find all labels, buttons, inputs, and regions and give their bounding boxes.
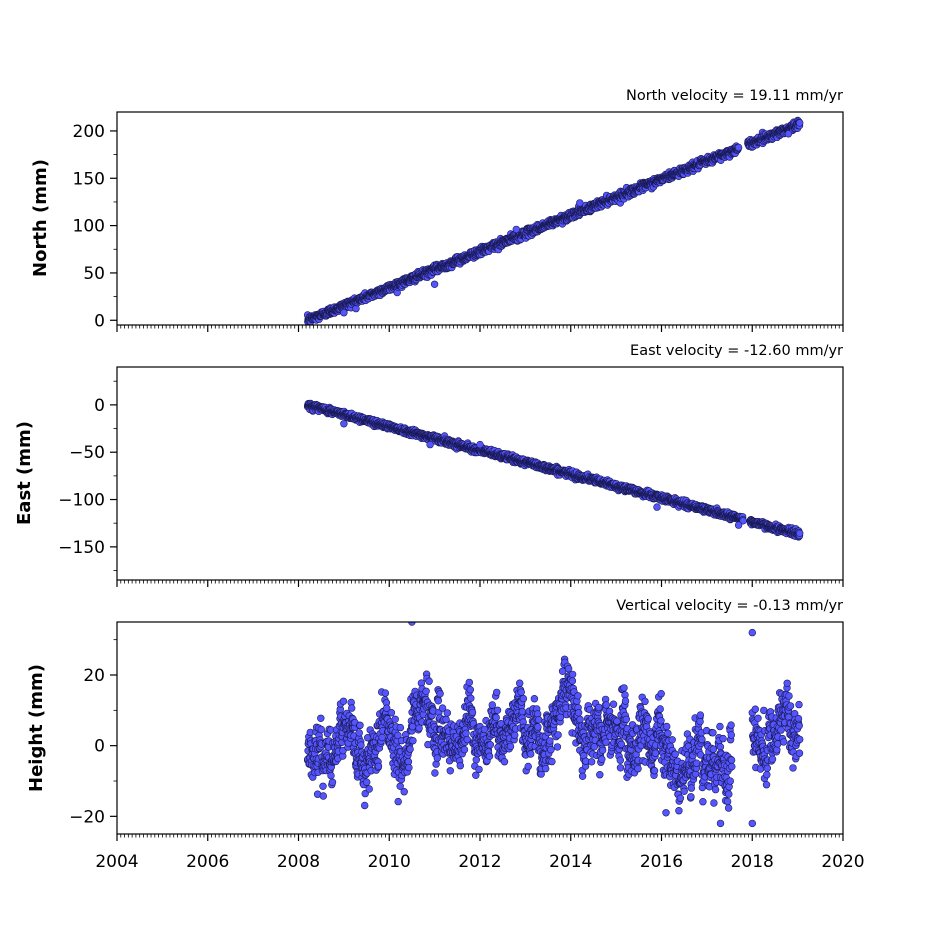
east-outlier-point — [426, 440, 434, 449]
height-data-point — [400, 787, 408, 796]
height-data-point — [394, 797, 402, 806]
east-y-tick-label: −150 — [58, 538, 105, 558]
north-outlier-point — [784, 130, 793, 138]
height-data-point — [468, 708, 477, 717]
east-data-point — [795, 529, 804, 537]
height-data-point — [443, 709, 451, 717]
height-data-point — [328, 778, 337, 786]
height-data-point — [432, 760, 440, 768]
height-data-point — [319, 782, 327, 790]
north-y-tick-label: 200 — [73, 122, 105, 142]
north-outlier-point — [512, 225, 520, 234]
height-data-point — [317, 714, 325, 722]
height-data-point — [348, 704, 356, 712]
height-data-point — [415, 724, 423, 732]
height-data-point — [387, 708, 396, 717]
height-data-point — [431, 769, 439, 777]
height-data-point — [409, 736, 417, 745]
north-y-tick-label: 0 — [94, 311, 105, 331]
height-data-point — [381, 689, 390, 697]
north-outlier-point — [340, 309, 348, 317]
height-data-point — [396, 723, 405, 732]
north-ylabel: North (mm) — [30, 159, 51, 277]
height-data-point — [460, 745, 469, 754]
height-data-point — [433, 754, 441, 762]
north-data-point — [734, 143, 743, 152]
north-outlier-point — [576, 199, 584, 207]
height-data-point — [365, 785, 373, 793]
height-data-point — [456, 761, 464, 770]
height-data-point — [467, 694, 475, 702]
height-data-point — [317, 725, 325, 734]
height-data-point — [462, 729, 470, 737]
height-data-point — [374, 762, 383, 770]
height-data-point — [357, 741, 365, 749]
height-title: Vertical velocity = -0.13 mm/yr — [616, 598, 843, 614]
height-data-point — [356, 721, 364, 729]
height-data-point — [391, 715, 399, 723]
height-data-point — [422, 687, 430, 695]
height-data-point — [434, 697, 442, 705]
height-data-point — [446, 767, 454, 775]
east-outlier-point — [734, 521, 743, 529]
north-y-tick-label: 50 — [83, 264, 105, 284]
east-y-tick-label: 0 — [94, 396, 105, 416]
east-y-tick-label: −50 — [69, 443, 105, 463]
east-y-tick-label: −100 — [58, 491, 105, 511]
height-data-point — [405, 763, 413, 772]
north-data-point — [795, 119, 804, 127]
height-data-point — [378, 733, 386, 742]
height-data-point — [363, 778, 371, 786]
east-outlier-point — [653, 503, 661, 511]
north-title: North velocity = 19.11 mm/yr — [626, 88, 843, 104]
east-outlier-point — [476, 440, 484, 449]
north-panel: North velocity = 19.11 mm/yr North (mm) … — [30, 88, 844, 332]
height-data-point — [355, 729, 363, 737]
height-data-point — [465, 678, 473, 687]
north-y-tick-label: 100 — [73, 217, 105, 237]
east-ylabel: East (mm) — [14, 421, 35, 525]
north-y-tick-label: 150 — [73, 169, 105, 189]
height-data-point — [406, 745, 414, 753]
height-data-point — [339, 697, 348, 705]
height-data-point — [361, 801, 369, 810]
north-axes: 0 50 100 150 200 — [73, 111, 844, 332]
height-data-point — [466, 685, 474, 694]
north-outlier-point — [430, 280, 439, 288]
height-data-point — [436, 690, 444, 698]
north-points — [303, 116, 804, 325]
east-outlier-point — [340, 420, 348, 428]
height-data-point — [327, 771, 335, 780]
height-data-point — [425, 677, 433, 685]
height-data-point — [319, 792, 327, 800]
height-ylabel: Height (mm) — [26, 664, 47, 792]
east-points — [303, 399, 804, 541]
east-panel: East velocity = -12.60 mm/yr East (mm) 0… — [14, 343, 844, 587]
east-title: East velocity = -12.60 mm/yr — [630, 343, 843, 359]
